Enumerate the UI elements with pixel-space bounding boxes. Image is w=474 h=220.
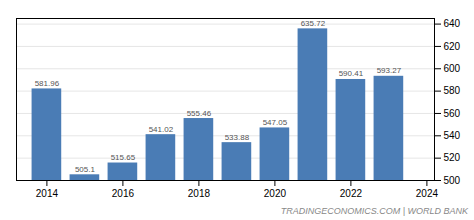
- svg-text:541.02: 541.02: [149, 125, 174, 134]
- svg-text:2022: 2022: [340, 188, 363, 199]
- svg-text:581.96: 581.96: [35, 79, 60, 88]
- svg-text:515.65: 515.65: [111, 153, 136, 162]
- svg-text:620: 620: [444, 41, 461, 52]
- svg-text:640: 640: [444, 18, 461, 29]
- svg-text:580: 580: [444, 85, 461, 96]
- svg-text:2024: 2024: [416, 188, 439, 199]
- svg-text:600: 600: [444, 63, 461, 74]
- svg-text:2014: 2014: [36, 188, 59, 199]
- svg-text:547.05: 547.05: [263, 118, 288, 127]
- svg-text:540: 540: [444, 130, 461, 141]
- svg-text:590.41: 590.41: [339, 69, 364, 78]
- svg-text:500: 500: [444, 175, 461, 186]
- svg-text:555.46: 555.46: [187, 109, 212, 118]
- svg-text:533.88: 533.88: [225, 133, 250, 142]
- html-text:TRADINGECONOMICS.COM | WORLD B: TRADINGECONOMICS.COM | WORLD BANK: [280, 206, 468, 216]
- svg-text:2020: 2020: [264, 188, 287, 199]
- svg-text:593.27: 593.27: [377, 66, 402, 75]
- svg-text:560: 560: [444, 108, 461, 119]
- svg-text:635.72: 635.72: [301, 19, 326, 28]
- svg-text:2018: 2018: [188, 188, 211, 199]
- svg-text:2016: 2016: [112, 188, 135, 199]
- svg-text:520: 520: [444, 152, 461, 163]
- svg-text:505.1: 505.1: [75, 165, 96, 174]
